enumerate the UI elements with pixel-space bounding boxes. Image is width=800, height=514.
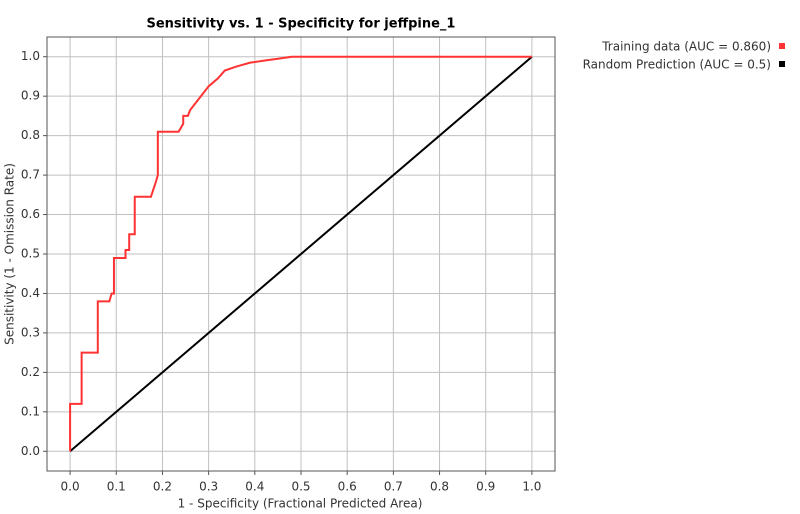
y-axis-label: Sensitivity (1 - Omission Rate)	[3, 163, 17, 345]
y-tick-label: 0.5	[21, 247, 40, 261]
y-tick-label: 0.3	[21, 325, 40, 339]
x-tick-label: 0.1	[107, 480, 126, 494]
y-tick-label: 0.2	[21, 365, 40, 379]
x-axis-label: 1 - Specificity (Fractional Predicted Ar…	[178, 497, 423, 511]
y-tick-label: 0.1	[21, 404, 40, 418]
x-tick-label: 0.5	[291, 480, 310, 494]
x-tick-label: 0.6	[338, 480, 357, 494]
y-tick-label: 0.0	[21, 444, 40, 458]
legend-marker	[779, 43, 785, 49]
y-tick-label: 0.6	[21, 207, 40, 221]
y-tick-label: 1.0	[21, 49, 40, 63]
series-line	[69, 55, 533, 453]
legend-label: Random Prediction (AUC = 0.5)	[583, 58, 771, 72]
y-tick-label: 0.4	[21, 286, 40, 300]
legend-marker	[779, 61, 785, 67]
x-tick-label: 0.3	[199, 480, 218, 494]
legend-label: Training data (AUC = 0.860)	[601, 40, 771, 54]
plot-border	[46, 36, 556, 472]
x-tick-label: 1.0	[522, 480, 541, 494]
x-tick-label: 0.4	[245, 480, 264, 494]
x-tick-label: 0.0	[61, 480, 80, 494]
y-tick-label: 0.7	[21, 168, 40, 182]
y-tick-label: 0.8	[21, 128, 40, 142]
x-tick-label: 0.8	[430, 480, 449, 494]
x-tick-label: 0.9	[476, 480, 495, 494]
y-tick-label: 0.9	[21, 89, 40, 103]
x-tick-label: 0.7	[384, 480, 403, 494]
series-line	[69, 55, 532, 452]
x-tick-label: 0.2	[153, 480, 172, 494]
chart-title: Sensitivity vs. 1 - Specificity for jeff…	[147, 17, 456, 32]
